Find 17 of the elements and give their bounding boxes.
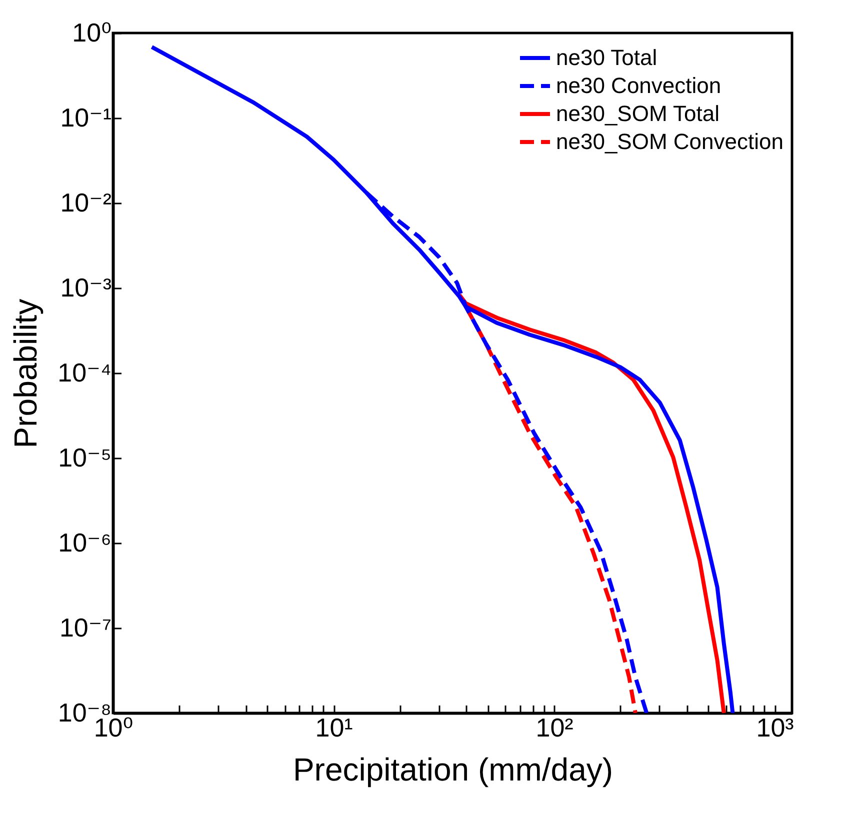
legend-label: ne30_SOM Convection — [556, 129, 784, 154]
x-axis-title: Precipitation (mm/day) — [292, 752, 614, 788]
y-tick-label: 10⁻⁴ — [58, 358, 112, 388]
legend-label: ne30_SOM Total — [556, 101, 720, 126]
y-tick-label: 10⁰ — [72, 18, 112, 48]
legend-label: ne30 Total — [556, 45, 658, 70]
y-tick-label: 10⁻⁷ — [59, 612, 112, 642]
x-tick-label: 10³ — [756, 712, 794, 742]
x-tick-label: 10² — [536, 712, 574, 742]
legend-label: ne30 Convection — [556, 73, 722, 98]
y-tick-label: 10⁻⁵ — [58, 442, 112, 472]
y-tick-label: 10⁻¹ — [60, 102, 112, 132]
y-tick-label: 10⁻² — [60, 188, 112, 218]
y-axis-title: Probability — [8, 298, 44, 448]
y-tick-label: 10⁻⁶ — [58, 528, 112, 558]
x-tick-label: 10¹ — [315, 712, 354, 742]
y-tick-label: 10⁻³ — [60, 272, 112, 302]
